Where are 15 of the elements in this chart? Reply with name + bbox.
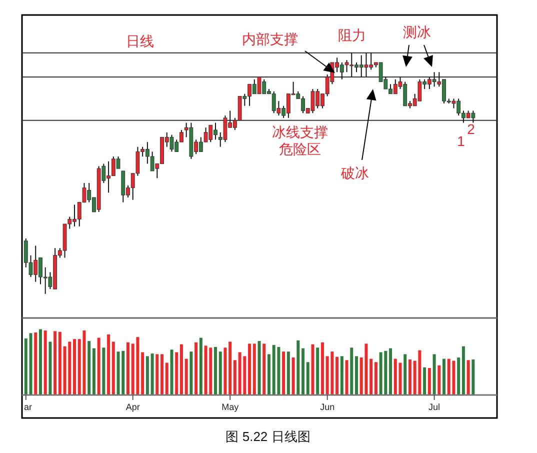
x-tick-label: Jul xyxy=(428,402,440,412)
annotation: 2 xyxy=(467,121,476,137)
caption: 图 5.22 日线图 xyxy=(226,429,310,444)
text: 测冰 xyxy=(403,24,431,40)
annotation: 危险区 xyxy=(279,141,321,157)
text: 阻力 xyxy=(338,27,366,43)
x-tick-label: Jun xyxy=(320,402,335,412)
annotation: 破冰 xyxy=(340,165,369,181)
chart-title: 日线 xyxy=(126,33,154,49)
x-tick-label: ar xyxy=(24,402,32,412)
text: 内部支撑 xyxy=(242,31,298,47)
annotation: 冰线支撑 xyxy=(272,124,328,140)
x-tick-label: May xyxy=(222,402,240,412)
x-tick-label: Apr xyxy=(126,402,140,412)
annotation: 1 xyxy=(457,133,466,149)
